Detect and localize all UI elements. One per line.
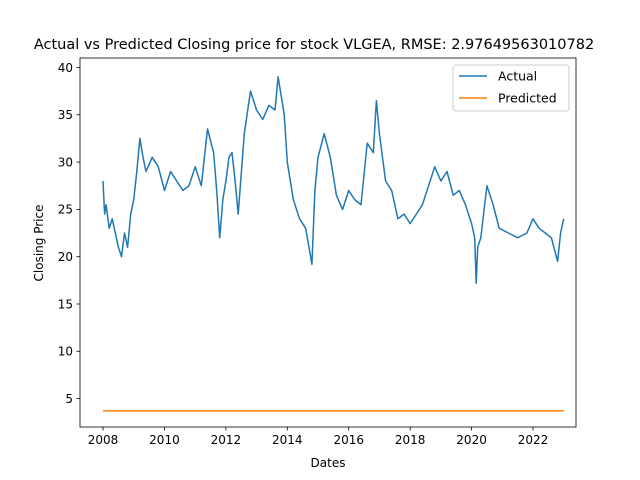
y-tick-label: 35 xyxy=(58,108,73,122)
legend-label-actual: Actual xyxy=(498,69,537,84)
x-axis-label: Dates xyxy=(311,456,346,470)
y-tick-label: 5 xyxy=(65,392,73,406)
y-tick-label: 40 xyxy=(58,61,73,75)
y-axis-label: Closing Price xyxy=(32,205,46,282)
y-axis: 5 10 15 20 25 30 35 40 xyxy=(58,61,80,406)
y-tick-label: 25 xyxy=(58,203,73,217)
y-tick-label: 10 xyxy=(58,345,73,359)
x-tick-label: 2014 xyxy=(272,433,303,447)
plot-frame xyxy=(79,57,577,428)
x-tick-label: 2010 xyxy=(149,433,180,447)
y-tick-label: 15 xyxy=(58,297,73,311)
y-tick-label: 20 xyxy=(58,250,73,264)
chart-title: Actual vs Predicted Closing price for st… xyxy=(34,37,594,53)
series-line-actual xyxy=(102,76,565,284)
x-tick-label: 2012 xyxy=(211,433,242,447)
x-tick-label: 2008 xyxy=(88,433,119,447)
legend-label-predicted: Predicted xyxy=(498,91,557,106)
x-axis: 2008 2010 2012 2014 2016 2018 2020 2022 xyxy=(88,427,549,447)
x-tick-label: 2016 xyxy=(333,433,364,447)
x-tick-label: 2018 xyxy=(395,433,426,447)
series-layer xyxy=(102,76,565,412)
x-tick-label: 2020 xyxy=(456,433,487,447)
legend: Actual Predicted xyxy=(452,64,570,112)
y-tick-label: 30 xyxy=(58,155,73,169)
x-tick-label: 2022 xyxy=(518,433,549,447)
